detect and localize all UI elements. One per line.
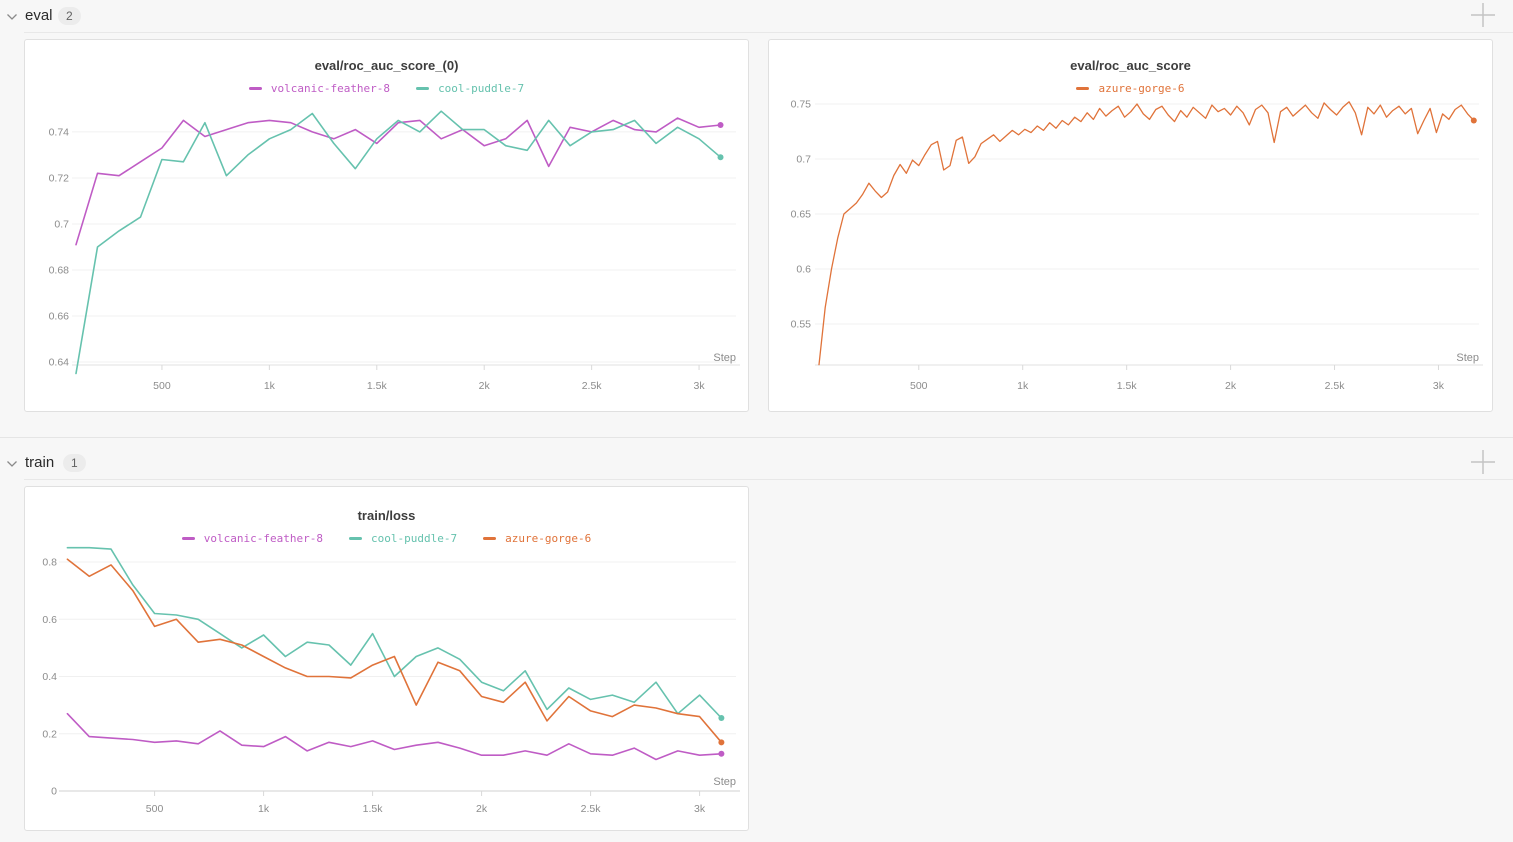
- chart-title: train/loss: [357, 508, 416, 523]
- svg-text:0.66: 0.66: [49, 310, 70, 322]
- legend-item-cool-puddle-7[interactable]: cool-puddle-7: [416, 82, 524, 95]
- svg-text:3k: 3k: [694, 803, 706, 815]
- chevron-down-icon[interactable]: [6, 13, 18, 21]
- legend-swatch: [248, 87, 262, 90]
- section-title-train[interactable]: train: [25, 454, 55, 471]
- svg-text:2.5k: 2.5k: [581, 803, 602, 815]
- chart-legend: azure-gorge-6: [769, 82, 1492, 95]
- add-panel-icon[interactable]: [1469, 1, 1497, 29]
- legend-run-name: cool-puddle-7: [438, 82, 525, 95]
- section-separator: [0, 437, 1513, 438]
- add-panel-icon[interactable]: [1469, 448, 1497, 476]
- legend-swatch: [416, 87, 430, 90]
- svg-text:0.4: 0.4: [42, 671, 57, 683]
- svg-text:1.5k: 1.5k: [363, 803, 384, 815]
- chart-canvas: 0.55 0.6 0.65 0.7 0.75 500 1k 1.5k 2k 2.5k 3k Step: [791, 98, 1483, 392]
- svg-text:0.7: 0.7: [796, 153, 811, 165]
- legend-run-name: volcanic-feather-8: [270, 82, 391, 95]
- legend-run-name: cool-puddle-7: [371, 532, 458, 545]
- section-divider: [24, 479, 1513, 480]
- svg-text:0: 0: [51, 786, 57, 798]
- chart-title: eval/roc_auc_score: [1070, 58, 1191, 73]
- legend-item-azure-gorge-6[interactable]: azure-gorge-6: [1076, 82, 1185, 95]
- svg-text:0.2: 0.2: [42, 728, 57, 740]
- svg-text:0.8: 0.8: [42, 557, 57, 569]
- legend-run-name: volcanic-feather-8: [203, 532, 324, 545]
- svg-text:1k: 1k: [258, 803, 270, 815]
- svg-text:1k: 1k: [1017, 380, 1029, 392]
- legend-item-volcanic-feather-8[interactable]: volcanic-feather-8: [248, 82, 391, 95]
- svg-text:0.64: 0.64: [49, 357, 70, 369]
- svg-text:Step: Step: [713, 352, 736, 364]
- svg-text:2k: 2k: [1225, 380, 1237, 392]
- section-count-badge: 2: [58, 7, 81, 25]
- svg-text:Step: Step: [713, 776, 736, 788]
- svg-text:500: 500: [146, 803, 164, 815]
- chart-panel-roc-auc-score-0[interactable]: eval/roc_auc_score_(0) volcanic-feather-…: [24, 39, 749, 412]
- svg-text:3k: 3k: [1433, 380, 1445, 392]
- svg-text:Step: Step: [1456, 352, 1479, 364]
- svg-text:500: 500: [153, 380, 171, 392]
- legend-swatch: [1076, 87, 1090, 90]
- legend-item-cool-puddle-7[interactable]: cool-puddle-7: [349, 532, 457, 545]
- svg-text:2.5k: 2.5k: [582, 380, 603, 392]
- chevron-down-icon[interactable]: [6, 460, 18, 468]
- svg-text:2.5k: 2.5k: [1325, 380, 1346, 392]
- svg-text:3k: 3k: [694, 380, 706, 392]
- svg-text:0.74: 0.74: [49, 126, 70, 138]
- svg-text:0.55: 0.55: [791, 318, 812, 330]
- chart-title: eval/roc_auc_score_(0): [314, 58, 459, 73]
- svg-text:0.65: 0.65: [791, 208, 812, 220]
- svg-text:0.7: 0.7: [54, 218, 69, 230]
- chart-panel-roc-auc-score[interactable]: eval/roc_auc_score azure-gorge-6 0.55 0.6…: [768, 39, 1493, 412]
- legend-swatch: [349, 537, 363, 540]
- chart-canvas: 0.64 0.66 0.68 0.7 0.72 0.74 500 1k 1.5k 2k 2.5k 3k…: [49, 110, 740, 392]
- chart-panel-train-loss[interactable]: train/loss volcanic-feather-8 cool-puddle…: [24, 486, 749, 831]
- svg-text:2k: 2k: [476, 803, 488, 815]
- section-count-badge: 1: [63, 454, 86, 472]
- svg-text:1k: 1k: [264, 380, 276, 392]
- svg-text:0.6: 0.6: [796, 263, 811, 275]
- chart-canvas: 0 0.2 0.4 0.6 0.8 500 1k 1.5k 2k 2.5k 3k Step: [42, 546, 740, 815]
- svg-text:500: 500: [910, 380, 928, 392]
- svg-text:1.5k: 1.5k: [367, 380, 388, 392]
- svg-text:1.5k: 1.5k: [1117, 380, 1138, 392]
- svg-text:0.75: 0.75: [791, 98, 812, 110]
- chart-legend: volcanic-feather-8 cool-puddle-7: [25, 82, 748, 95]
- legend-item-volcanic-feather-8[interactable]: volcanic-feather-8: [181, 532, 324, 545]
- legend-item-azure-gorge-6[interactable]: azure-gorge-6: [483, 532, 591, 545]
- section-title-eval[interactable]: eval: [25, 7, 53, 24]
- svg-text:0.68: 0.68: [49, 264, 70, 276]
- section-header-train: train 1: [0, 446, 1513, 480]
- chart-legend: volcanic-feather-8 cool-puddle-7 azure-gor…: [25, 532, 748, 545]
- legend-run-name: azure-gorge-6: [505, 532, 592, 545]
- legend-swatch: [181, 537, 195, 540]
- svg-text:2k: 2k: [479, 380, 491, 392]
- svg-text:0.72: 0.72: [49, 172, 70, 184]
- svg-text:0.6: 0.6: [42, 614, 57, 626]
- legend-swatch: [483, 537, 497, 540]
- legend-run-name: azure-gorge-6: [1098, 82, 1185, 95]
- section-header-eval: eval 2: [0, 0, 1513, 33]
- section-divider: [24, 32, 1513, 33]
